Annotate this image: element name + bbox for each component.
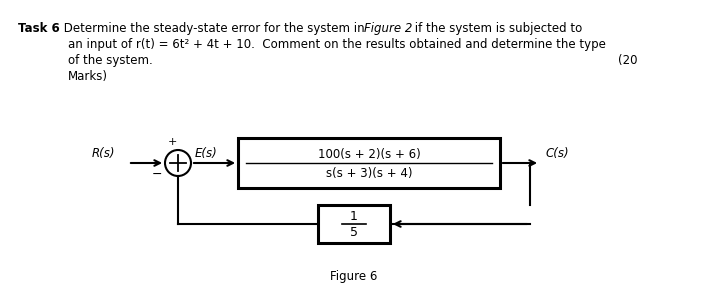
Text: of the system.: of the system. bbox=[68, 54, 153, 67]
Text: Task 6: Task 6 bbox=[18, 22, 60, 35]
Text: an input of r(t) = 6t² + 4t + 10.  Comment on the results obtained and determine: an input of r(t) = 6t² + 4t + 10. Commen… bbox=[68, 38, 606, 51]
Text: +: + bbox=[167, 137, 176, 147]
Text: −: − bbox=[151, 168, 162, 181]
Text: E(s): E(s) bbox=[195, 147, 217, 160]
Text: 100(s + 2)(s + 6): 100(s + 2)(s + 6) bbox=[318, 148, 420, 161]
Text: C(s): C(s) bbox=[545, 147, 569, 160]
Text: s(s + 3)(s + 4): s(s + 3)(s + 4) bbox=[325, 167, 413, 179]
Bar bbox=[238, 138, 500, 188]
Text: Marks): Marks) bbox=[68, 70, 108, 83]
Text: Figure 2: Figure 2 bbox=[364, 22, 413, 35]
Bar bbox=[318, 205, 390, 243]
Text: 5: 5 bbox=[350, 226, 358, 238]
Text: 1: 1 bbox=[350, 210, 358, 224]
Text: Figure 6: Figure 6 bbox=[330, 270, 378, 283]
Text: R(s): R(s) bbox=[92, 147, 115, 160]
Text: if the system is subjected to: if the system is subjected to bbox=[411, 22, 582, 35]
Text: Determine the steady-state error for the system in: Determine the steady-state error for the… bbox=[60, 22, 369, 35]
Text: (20: (20 bbox=[618, 54, 637, 67]
